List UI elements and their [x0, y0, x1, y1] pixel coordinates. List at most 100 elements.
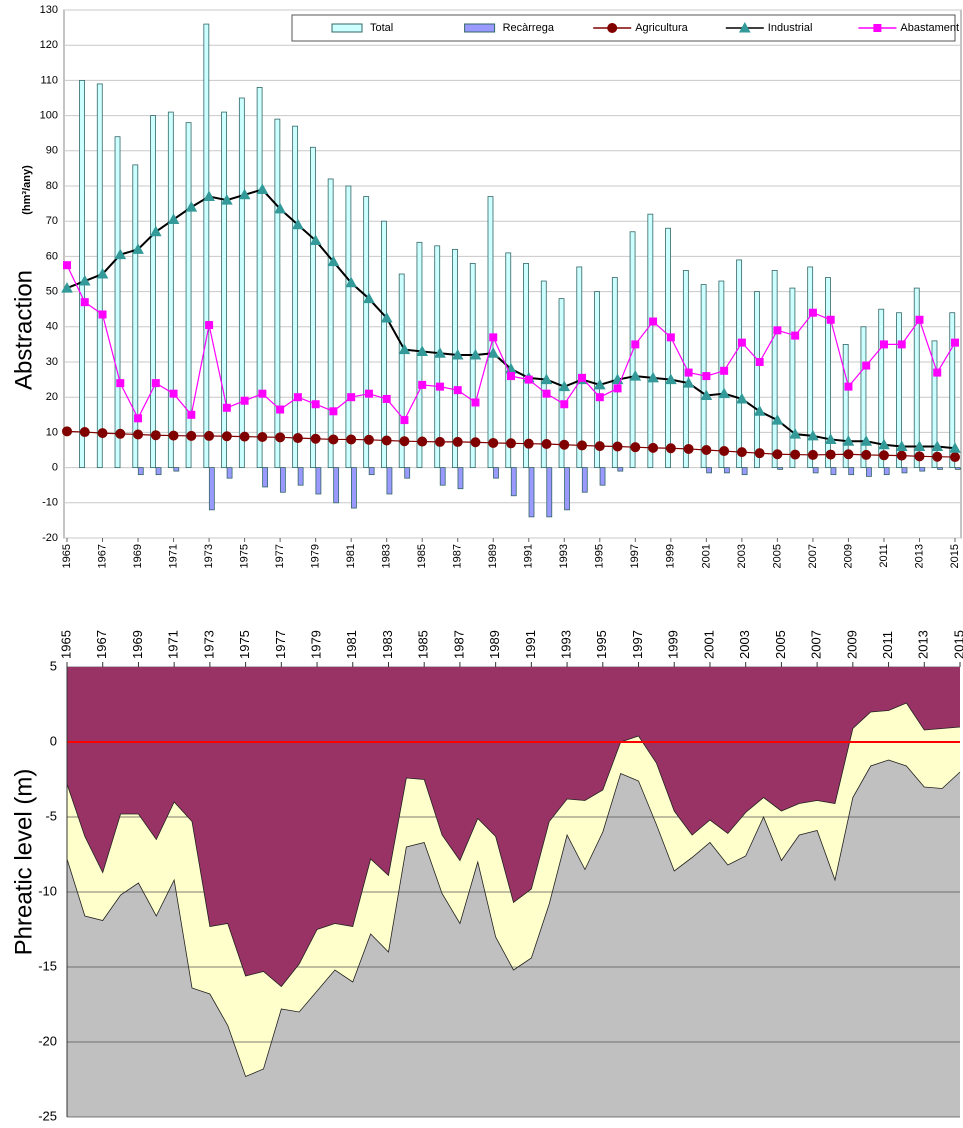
bar — [309, 146, 316, 469]
bar — [848, 467, 855, 476]
x-tick-label: 1969 — [132, 544, 144, 568]
marker — [558, 380, 571, 392]
marker — [487, 347, 500, 358]
bar — [262, 467, 269, 488]
x-tick-label: 1991 — [523, 544, 535, 568]
bar — [386, 467, 393, 495]
bar — [564, 467, 570, 511]
legend-label: Abastament — [900, 22, 959, 34]
marker — [382, 394, 391, 403]
y-tick-label: 5 — [50, 658, 57, 673]
y-tick-label: 0 — [52, 462, 58, 474]
marker — [470, 437, 481, 448]
x-tick-label: 1999 — [666, 630, 681, 659]
bar — [221, 111, 227, 468]
bar — [919, 467, 926, 472]
marker — [664, 373, 677, 385]
marker — [80, 298, 89, 307]
marker — [79, 427, 90, 438]
marker — [134, 414, 143, 423]
marker — [327, 255, 340, 267]
x-tick-label: 2003 — [736, 544, 748, 568]
x-tick-label: 2009 — [844, 630, 859, 659]
bar — [546, 467, 553, 518]
bar — [931, 340, 938, 469]
bar — [830, 467, 837, 476]
x-tick-label: 1971 — [167, 544, 179, 568]
marker — [594, 441, 605, 452]
y-axis-label: Abstraction — [10, 270, 37, 390]
bar — [208, 467, 215, 511]
marker — [169, 389, 178, 398]
marker — [595, 393, 604, 402]
bar — [368, 467, 375, 476]
bar — [333, 467, 340, 504]
marker — [648, 442, 659, 453]
bar — [150, 115, 156, 468]
marker — [878, 450, 889, 461]
x-tick-label: 1973 — [203, 544, 215, 568]
x-tick-label: 1995 — [594, 630, 609, 659]
marker — [381, 435, 392, 446]
marker — [434, 347, 446, 358]
y-tick-label: 60 — [46, 250, 58, 262]
legend-swatch — [331, 23, 363, 33]
bar — [274, 118, 281, 469]
marker — [542, 389, 551, 398]
marker — [754, 448, 765, 459]
y-tick-label: 20 — [46, 391, 58, 403]
marker — [665, 443, 676, 454]
marker — [149, 225, 162, 237]
marker — [151, 379, 160, 388]
bar — [457, 467, 464, 490]
marker — [524, 375, 533, 384]
marker — [309, 234, 322, 246]
legend-label: Total — [370, 22, 393, 34]
bar — [292, 125, 299, 469]
marker — [507, 372, 515, 381]
x-tick-label: 1975 — [239, 544, 251, 568]
bar — [913, 287, 920, 468]
y-tick-label: 50 — [46, 286, 58, 298]
marker — [808, 308, 817, 317]
marker — [328, 434, 339, 445]
area-fill — [67, 703, 960, 1077]
marker — [417, 436, 428, 447]
marker — [222, 403, 231, 412]
x-tick-label: 2001 — [701, 630, 716, 659]
bar — [860, 326, 867, 468]
x-tick-label: 1973 — [201, 630, 216, 659]
bar — [505, 252, 512, 469]
marker — [114, 248, 127, 260]
marker — [826, 315, 835, 324]
bar — [842, 343, 849, 468]
marker — [540, 373, 553, 385]
bar — [137, 467, 144, 476]
marker — [684, 368, 693, 377]
bar — [167, 111, 174, 468]
y-tick-label: 120 — [40, 39, 58, 51]
marker — [807, 449, 818, 460]
x-tick-label: 1975 — [237, 630, 252, 659]
marker — [666, 333, 675, 342]
bar — [203, 23, 210, 468]
marker — [451, 348, 464, 360]
marker — [718, 387, 730, 399]
marker — [204, 430, 215, 441]
bar — [315, 467, 322, 495]
bar — [185, 122, 192, 468]
bar — [771, 270, 778, 469]
y-tick-label: 90 — [46, 145, 58, 157]
bar — [351, 467, 357, 509]
bar — [510, 467, 517, 497]
marker — [416, 345, 429, 356]
marker — [435, 382, 444, 391]
marker — [452, 436, 463, 447]
marker — [915, 315, 924, 324]
marker — [683, 443, 694, 454]
x-tick-label: 1969 — [130, 630, 145, 659]
marker — [824, 433, 837, 444]
bar — [789, 287, 796, 468]
marker — [239, 431, 250, 442]
